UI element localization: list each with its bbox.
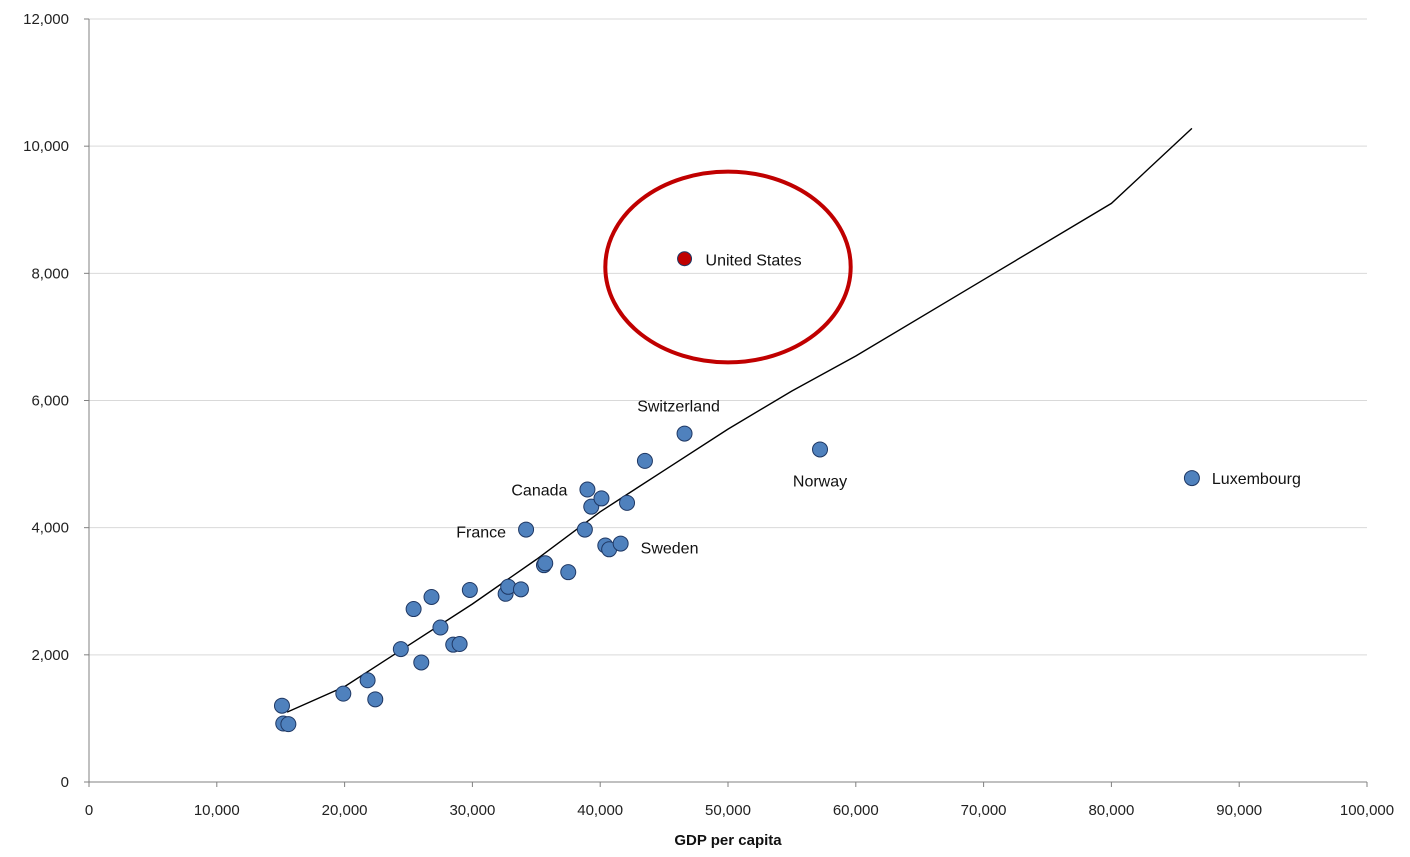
trend-line bbox=[286, 127, 1193, 713]
point-label-norway: Norway bbox=[793, 473, 847, 490]
data-point bbox=[636, 452, 653, 469]
highlight-point bbox=[677, 251, 693, 267]
x-tick-label: 0 bbox=[85, 802, 93, 819]
x-tick-label: 20,000 bbox=[322, 802, 368, 819]
data-point bbox=[518, 521, 535, 538]
data-point bbox=[812, 441, 829, 458]
data-point bbox=[367, 691, 384, 708]
data-point bbox=[612, 535, 629, 552]
data-point bbox=[461, 581, 478, 598]
point-labels: United States Switzerland Canada France Swed… bbox=[456, 253, 1301, 558]
point-label-united-states: United States bbox=[706, 253, 802, 270]
data-point bbox=[579, 481, 596, 498]
x-tick-label: 80,000 bbox=[1088, 802, 1134, 819]
data-point bbox=[619, 494, 636, 511]
gridlines bbox=[89, 18, 1367, 656]
y-tick-label: 4,000 bbox=[31, 520, 69, 537]
y-tick-label: 12,000 bbox=[23, 11, 69, 28]
data-point bbox=[512, 581, 529, 598]
data-point bbox=[432, 619, 449, 636]
y-tick-label: 6,000 bbox=[31, 393, 69, 410]
point-label-france: France bbox=[456, 525, 506, 542]
point-label-sweden: Sweden bbox=[641, 541, 699, 558]
x-axis-title: GDP per capita bbox=[674, 832, 782, 849]
point-label-luxembourg: Luxembourg bbox=[1212, 471, 1301, 488]
x-tick-label: 30,000 bbox=[449, 802, 495, 819]
data-point bbox=[1183, 470, 1200, 487]
highlight-ellipse bbox=[603, 169, 853, 365]
tick-labels: 0 2,000 4,000 6,000 8,000 10,000 12,000 0 10,000… bbox=[23, 11, 1394, 819]
point-label-canada: Canada bbox=[511, 483, 567, 500]
data-point bbox=[273, 697, 290, 714]
data-point bbox=[413, 654, 430, 671]
x-tick-label: 90,000 bbox=[1216, 802, 1262, 819]
data-point bbox=[676, 425, 693, 442]
x-tick-label: 50,000 bbox=[705, 802, 751, 819]
y-tick-label: 2,000 bbox=[31, 647, 69, 664]
x-tick-label: 40,000 bbox=[577, 802, 623, 819]
data-point bbox=[576, 521, 593, 538]
x-tick-label: 10,000 bbox=[194, 802, 240, 819]
data-points bbox=[273, 169, 1200, 733]
data-point bbox=[280, 716, 297, 733]
x-tick-label: 60,000 bbox=[833, 802, 879, 819]
data-point bbox=[359, 672, 376, 689]
trend-line-path bbox=[286, 127, 1193, 713]
y-tick-label: 10,000 bbox=[23, 138, 69, 155]
y-tick-label: 0 bbox=[61, 774, 69, 791]
x-tick-label: 70,000 bbox=[961, 802, 1007, 819]
data-point bbox=[560, 564, 577, 581]
axes bbox=[84, 18, 1368, 787]
x-tick-label: 100,000 bbox=[1340, 802, 1394, 819]
data-point bbox=[335, 685, 352, 702]
data-point bbox=[392, 641, 409, 658]
data-point bbox=[423, 588, 440, 605]
point-label-switzerland: Switzerland bbox=[637, 399, 720, 416]
y-tick-label: 8,000 bbox=[31, 265, 69, 282]
data-point bbox=[537, 555, 554, 572]
data-point bbox=[405, 601, 422, 618]
data-point bbox=[451, 636, 468, 653]
data-point bbox=[593, 490, 610, 507]
